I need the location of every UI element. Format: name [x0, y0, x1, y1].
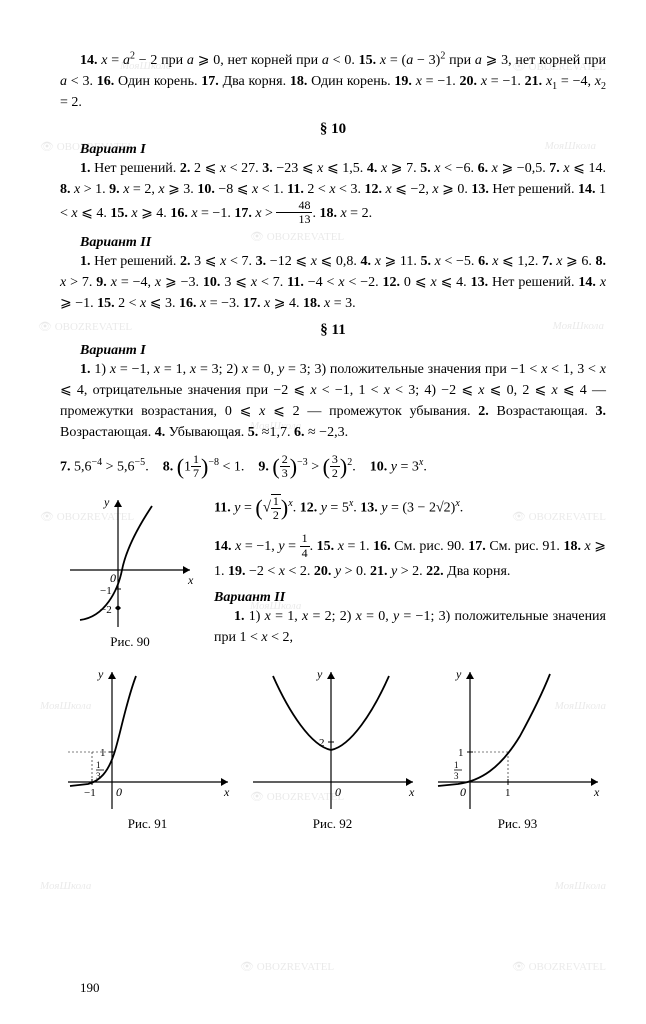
section10-variant1: 1. Нет решений. 2. 2 ⩽ x < 27. 3. −23 ⩽ …	[60, 158, 606, 227]
section11-v1-p2: 7. 5,6−4 > 5,6−5. 8. (117)−8 < 1. 9. (23…	[60, 451, 606, 484]
svg-text:−1: −1	[84, 787, 96, 799]
svg-text:1: 1	[454, 760, 459, 770]
svg-text:y: y	[455, 667, 462, 681]
svg-text:0: 0	[116, 785, 122, 799]
watermark: 👁 OBOZREVATEL	[240, 960, 334, 973]
svg-text:0: 0	[110, 571, 116, 585]
figure-92: 0 x y 2 Рис. 92	[245, 664, 420, 832]
svg-text:x: x	[408, 785, 415, 799]
svg-text:x: x	[187, 573, 194, 587]
variant1-label-s11: Вариант I	[60, 343, 606, 359]
figure-93: 0 x y 1 1 3 1 Рис. 93	[430, 664, 605, 832]
fig91-caption: Рис. 91	[60, 816, 235, 832]
svg-text:x: x	[223, 785, 230, 799]
svg-text:y: y	[97, 667, 104, 681]
svg-text:0: 0	[335, 785, 341, 799]
section-10-title: § 10	[60, 121, 606, 138]
svg-text:y: y	[316, 667, 323, 681]
figure-91: 0 x y 1 1 3 −1 Рис. 91	[60, 664, 235, 832]
figure-90: 0 x y −1 −2 Рис. 90	[60, 492, 200, 650]
fig92-caption: Рис. 92	[245, 816, 420, 832]
watermark: МояШкола	[555, 880, 606, 892]
variant1-label: Вариант I	[60, 142, 606, 158]
svg-text:1: 1	[458, 747, 464, 759]
section11-v1-p1: 1. 1) x = −1, x = 1, x = 3; 2) x = 0, y …	[60, 359, 606, 443]
page-number: 190	[80, 980, 100, 996]
svg-text:y: y	[103, 495, 110, 509]
page-root: МояШкола 👁 OBOZREVATEL 👁 OBOZREVATEL Моя…	[0, 0, 646, 1024]
section11-v1-p3: 11. y = (√12)x. 12. y = 5x. 13. y = (3 −…	[214, 492, 606, 655]
svg-text:−1: −1	[100, 585, 112, 597]
svg-text:3: 3	[454, 771, 459, 781]
figures-bottom-row: 0 x y 1 1 3 −1 Рис. 91	[60, 664, 606, 832]
fig90-svg: 0 x y −1 −2	[60, 492, 200, 632]
svg-text:0: 0	[460, 785, 466, 799]
variant2-label: Вариант II	[60, 235, 606, 251]
section-11-title: § 11	[60, 322, 606, 339]
fig90-caption: Рис. 90	[60, 634, 200, 650]
svg-text:1: 1	[100, 747, 106, 759]
watermark: 👁 OBOZREVATEL	[512, 960, 606, 973]
answers-top: 14. x = a2 − 2 при a ⩾ 0, нет корней при…	[60, 50, 606, 113]
variant2-label-s11: Вариант II	[214, 590, 606, 606]
svg-text:x: x	[593, 785, 600, 799]
fig93-caption: Рис. 93	[430, 816, 605, 832]
fig90-row: 0 x y −1 −2 Рис. 90 11. y = (√12)x. 12. …	[60, 492, 606, 655]
svg-text:1: 1	[505, 787, 511, 799]
section10-variant2: 1. Нет решений. 2. 3 ⩽ x < 7. 3. −12 ⩽ x…	[60, 251, 606, 314]
section11-v2-p1: 1. 1) x = 1, x = 2; 2) x = 0, y = −1; 3)…	[214, 606, 606, 648]
svg-text:1: 1	[96, 760, 101, 770]
watermark: МояШкола	[40, 880, 91, 892]
